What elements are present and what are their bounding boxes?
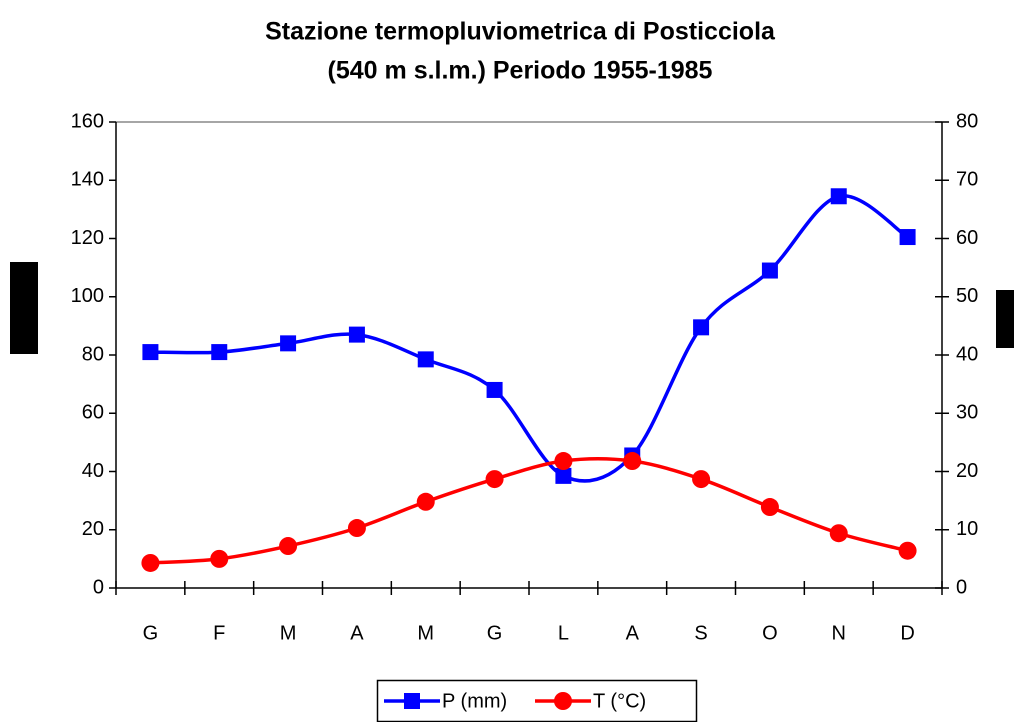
chart-subtitle: (540 m s.l.m.) Periodo 1955-1985 [328,57,713,85]
y-tick-label: 0 [93,576,104,598]
x-tick-label: M [417,622,434,644]
legend-marker [554,692,572,710]
data-point [829,524,848,543]
data-point [280,335,297,352]
y-tick-label: 80 [82,343,104,365]
y-tick-label: 40 [82,460,104,482]
data-point [279,537,298,556]
data-point [830,188,847,205]
data-point [210,549,229,568]
data-point [623,452,642,471]
legend-label: P (mm) [442,690,507,712]
data-point [693,319,710,336]
data-point [348,326,365,343]
y2-tick-label: 10 [956,518,978,540]
y-tick-label: 140 [71,169,104,191]
x-tick-label: A [626,622,640,644]
y-tick-label: 60 [82,402,104,424]
y2-tick-label: 40 [956,343,978,365]
data-point [692,470,711,489]
series-line [150,457,909,565]
y2-tick-label: 0 [956,576,967,598]
y-tick-label: 120 [71,227,104,249]
y-tick-label: 160 [71,110,104,132]
data-point [417,351,434,368]
y-tick-label: 100 [71,285,104,307]
y2-tick-label: 70 [956,169,978,191]
data-point [486,381,503,398]
redaction [10,262,38,354]
y2-tick-label: 20 [956,460,978,482]
y2-tick-label: 30 [956,402,978,424]
chart-title: Stazione termopluviometrica di Posticcio… [265,18,776,46]
y2-tick-label: 50 [956,285,978,307]
x-tick-label: A [350,622,364,644]
x-tick-label: D [900,622,914,644]
x-tick-label: S [694,622,707,644]
data-point [554,452,573,471]
data-point [485,470,504,489]
x-tick-label: F [213,622,225,644]
data-point [141,553,160,572]
x-tick-label: O [762,622,778,644]
data-point [555,467,572,484]
series-line [150,194,909,483]
data-point [899,229,916,246]
data-point [761,262,778,279]
data-point [760,498,779,517]
y-tick-label: 20 [82,518,104,540]
x-tick-label: G [487,622,503,644]
redaction [996,290,1014,348]
data-point [416,492,435,511]
x-tick-label: L [558,622,569,644]
x-tick-label: M [280,622,297,644]
data-point [211,344,228,361]
legend-label: T (°C) [593,690,646,712]
data-point [347,519,366,538]
x-tick-label: G [143,622,159,644]
y2-tick-label: 80 [956,110,978,132]
y2-tick-label: 60 [956,227,978,249]
legend-marker [404,693,420,709]
data-point [898,541,917,560]
data-point [142,344,159,361]
x-tick-label: N [832,622,846,644]
